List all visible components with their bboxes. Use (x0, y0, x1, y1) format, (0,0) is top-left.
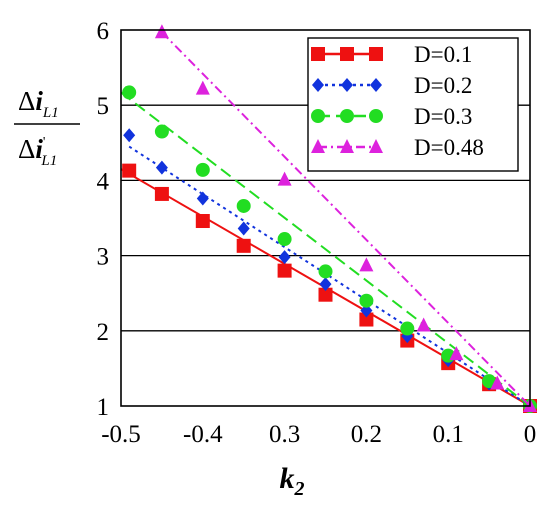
legend-label: D=0.48 (414, 135, 484, 160)
x-tick-label: 0.1 (433, 421, 464, 448)
y-den-var: i (35, 134, 43, 164)
plot-frame (120, 29, 531, 407)
legend-box (307, 37, 519, 172)
data-point (122, 85, 137, 100)
legend-entry: D=0.48 (311, 135, 484, 160)
legend-marker (311, 139, 325, 153)
y-num-delta: Δ (18, 86, 35, 116)
data-point (277, 171, 292, 186)
y-num-var: i (35, 86, 43, 116)
data-point (237, 221, 250, 236)
y-den-delta: Δ (18, 134, 35, 164)
y-tick-label: 4 (97, 168, 110, 195)
legend-marker (312, 78, 324, 92)
tick-labels: 1 2 3 4 5 6 -0.5 -0.4 0.3 0.2 0.1 0 (97, 18, 537, 448)
y-tick-label: 5 (97, 93, 110, 120)
data-point (319, 277, 332, 292)
data-point (318, 264, 333, 279)
y-tick-label: 2 (97, 319, 110, 346)
legend-marker (340, 109, 354, 123)
legend-entry: D=0.3 (311, 104, 472, 129)
y-axis-numerator: ΔiL1 (18, 86, 59, 121)
data-point (400, 321, 415, 336)
data-point (236, 198, 251, 213)
y-den-prime: ' (43, 135, 46, 150)
y-num-sub: L1 (42, 105, 59, 121)
legend-label: D=0.2 (414, 73, 472, 98)
legend-marker (370, 78, 382, 92)
data-point (277, 263, 292, 278)
x-tick-label: -0.5 (101, 421, 141, 448)
x-tick-label: 0 (524, 421, 537, 448)
data-point (195, 214, 210, 229)
data-point (154, 24, 169, 39)
x-tick-label: 0.2 (351, 421, 382, 448)
data-point (154, 186, 169, 201)
data-point (154, 124, 169, 139)
data-point (482, 374, 497, 389)
data-point (277, 232, 292, 247)
data-point (416, 317, 431, 332)
x-axis-title: k2 (280, 462, 305, 500)
data-point (195, 162, 210, 177)
legend-marker (340, 139, 354, 153)
y-tick-label: 6 (97, 18, 110, 45)
y-axis-title: ΔiL1 Δi' L1 (14, 86, 80, 169)
series-layer (120, 24, 537, 413)
series-1 (120, 163, 537, 413)
legend-label: D=0.1 (414, 42, 472, 67)
data-point (155, 160, 168, 175)
legend-marker (340, 47, 354, 61)
legend-label: D=0.3 (414, 104, 472, 129)
data-point (236, 238, 251, 253)
y-den-sub: L1 (40, 153, 57, 169)
data-point (123, 128, 136, 143)
legend-marker (369, 139, 383, 153)
data-point (318, 287, 333, 302)
data-point (359, 257, 374, 272)
x-axis-title-main: k (280, 462, 295, 495)
data-point (196, 191, 209, 206)
y-tick-label: 1 (97, 394, 110, 421)
legend-marker (369, 47, 383, 61)
data-point (359, 293, 374, 308)
legend-marker (369, 109, 383, 123)
x-tick-label: -0.4 (183, 421, 223, 448)
data-point (359, 312, 374, 327)
x-axis-title-sub: 2 (294, 478, 305, 500)
series-4 (154, 24, 537, 412)
x-tick-label: 0.3 (269, 421, 300, 448)
y-tick-label: 3 (97, 244, 110, 271)
series-line (120, 91, 531, 407)
legend-marker (311, 47, 325, 61)
data-point (195, 80, 210, 95)
data-point (490, 375, 505, 390)
legend-entry: D=0.1 (311, 42, 472, 67)
data-point (122, 163, 137, 178)
legend-entry: D=0.2 (312, 73, 472, 98)
series-line (161, 31, 531, 407)
legend-marker (341, 78, 353, 92)
legend: D=0.1 D=0.2 D=0.3 D=0.48 (307, 37, 519, 172)
data-point (278, 250, 291, 265)
y-axis-denominator: Δi' L1 (18, 134, 57, 169)
data-point (449, 346, 464, 361)
legend-marker (311, 109, 325, 123)
